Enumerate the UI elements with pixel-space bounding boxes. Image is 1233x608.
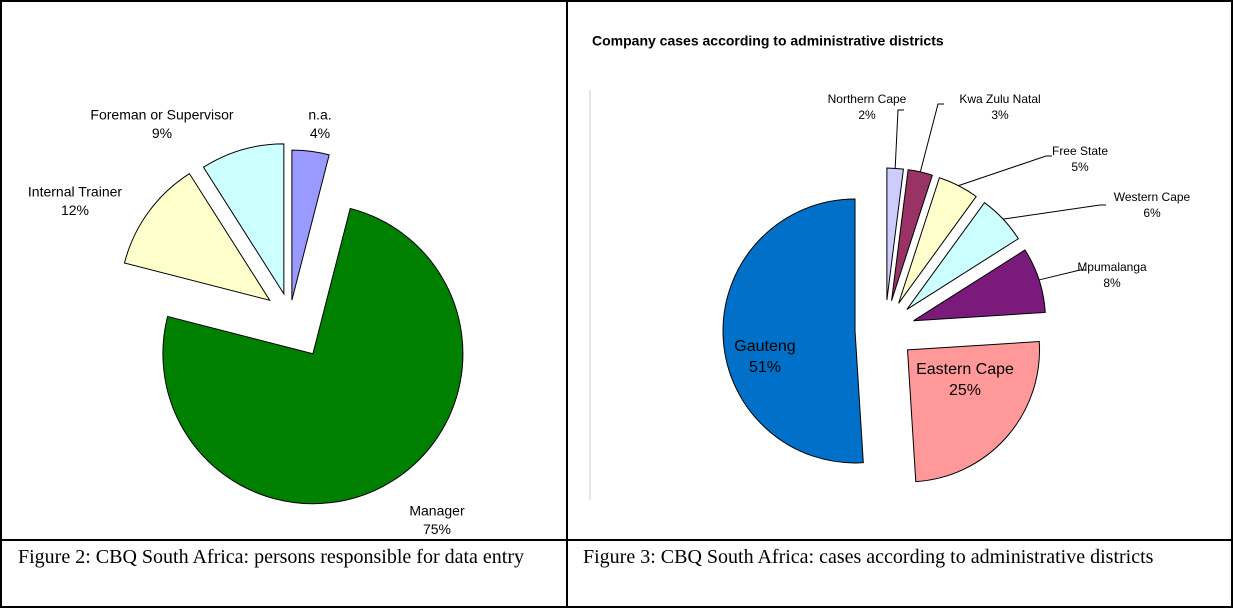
pie-slice — [202, 143, 285, 296]
leader-line — [958, 155, 1052, 187]
slice-label: Manager — [409, 503, 465, 519]
slice-value-label: 51% — [749, 359, 781, 376]
slice-value-label: 8% — [1103, 276, 1121, 290]
chart-title: Company cases according to administrativ… — [592, 33, 944, 49]
slice-value-label: 9% — [152, 125, 172, 141]
pie-slice — [906, 341, 1040, 483]
pie-slice — [722, 198, 864, 464]
leader-line — [894, 109, 904, 169]
slice-value-label: 3% — [991, 108, 1009, 122]
slice-label: n.a. — [308, 107, 331, 123]
caption: Figure 2: CBQ South Africa: persons resp… — [18, 546, 525, 568]
slice-label: Foreman or Supervisor — [90, 107, 234, 123]
leader-line — [919, 103, 944, 173]
slice-value-label: 25% — [949, 382, 981, 399]
leader-line — [1038, 269, 1086, 281]
slice-label: Internal Trainer — [28, 184, 122, 200]
slice-label: Kwa Zulu Natal — [959, 92, 1040, 106]
pie-slice — [291, 149, 330, 301]
pie-slice — [898, 177, 977, 304]
pie-slice — [162, 207, 464, 505]
caption: Figure 3: CBQ South Africa: cases accord… — [583, 546, 1154, 568]
slice-label: Northern Cape — [828, 92, 907, 106]
pie-slice — [123, 172, 271, 302]
slice-label: Mpumalanga — [1077, 260, 1147, 274]
leader-line — [1003, 204, 1106, 220]
pie-slice — [913, 249, 1046, 322]
slice-value-label: 2% — [858, 108, 876, 122]
slice-value-label: 75% — [423, 521, 451, 537]
slice-label: Western Cape — [1114, 190, 1191, 204]
slice-label: Gauteng — [734, 338, 795, 355]
slice-value-label: 4% — [310, 125, 330, 141]
slice-label: Free State — [1052, 144, 1108, 158]
slice-value-label: 5% — [1071, 160, 1089, 174]
slice-value-label: 12% — [61, 202, 89, 218]
slice-label: Eastern Cape — [916, 361, 1014, 378]
slice-value-label: 6% — [1143, 206, 1161, 220]
